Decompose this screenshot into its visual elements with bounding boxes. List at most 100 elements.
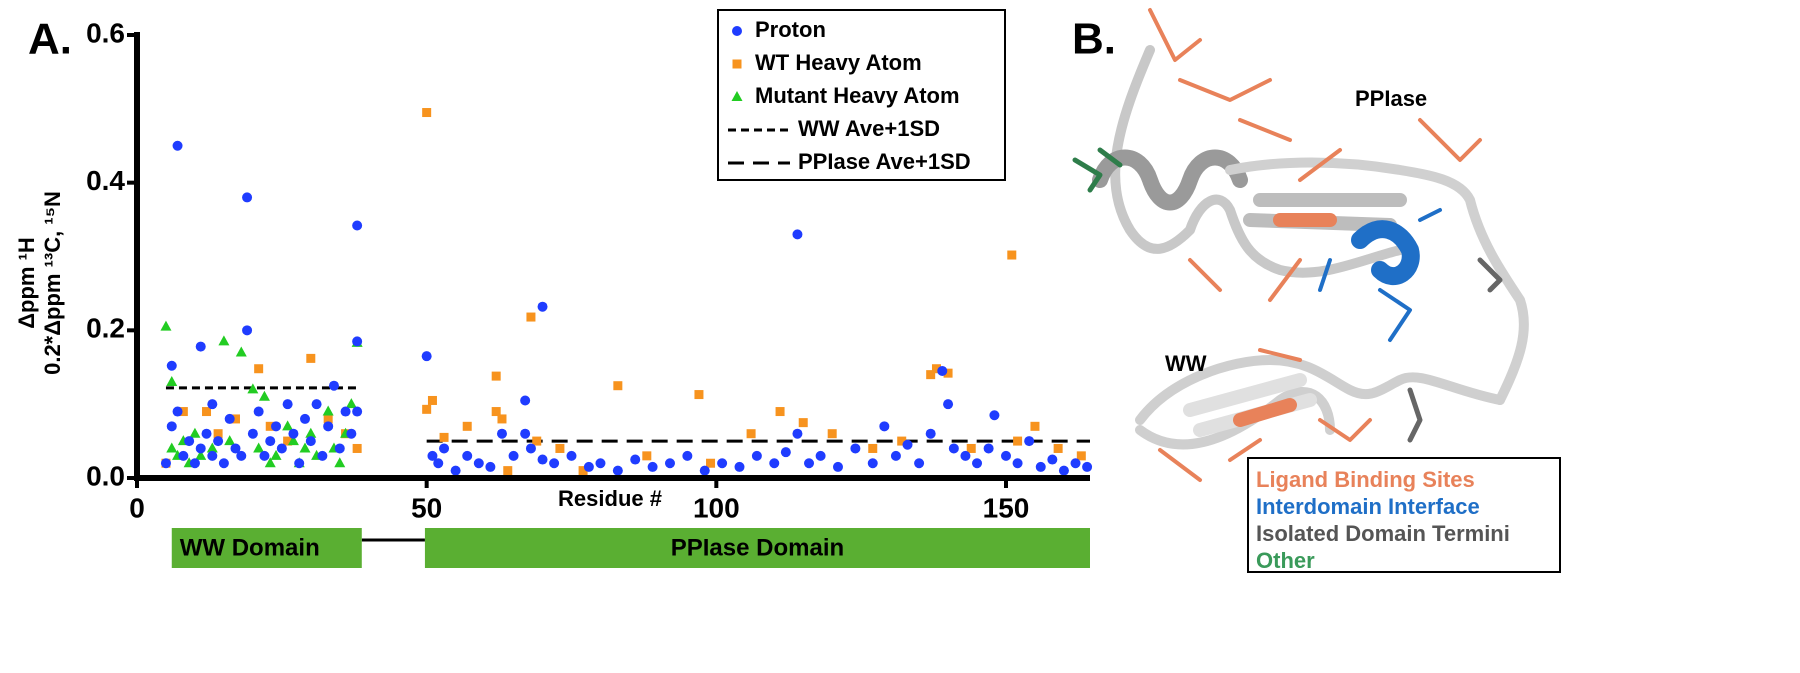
- domain-bar: [424, 528, 1090, 568]
- point: [926, 370, 936, 380]
- point: [983, 443, 994, 454]
- point: [1076, 451, 1086, 461]
- point: [1058, 465, 1069, 476]
- point: [247, 428, 258, 439]
- point: [184, 436, 195, 447]
- point: [925, 428, 936, 439]
- point: [311, 399, 322, 410]
- legend-label: Proton: [755, 17, 826, 42]
- point: [202, 407, 212, 417]
- point: [583, 461, 594, 472]
- point: [647, 461, 658, 472]
- point: [213, 429, 223, 439]
- point: [890, 450, 901, 461]
- point: [555, 443, 565, 453]
- point: [433, 458, 444, 469]
- point: [439, 432, 449, 442]
- y-tick-label: 0.0: [86, 460, 125, 491]
- point: [334, 443, 345, 454]
- helix: [1351, 220, 1420, 285]
- point: [323, 421, 334, 432]
- point: [937, 365, 948, 376]
- point: [473, 458, 484, 469]
- y-axis-label: Δppm ¹H: [14, 237, 39, 329]
- point: [323, 414, 333, 424]
- point: [207, 399, 218, 410]
- legend-label: PPIase Ave+1SD: [798, 149, 971, 174]
- point: [491, 371, 501, 381]
- point: [1013, 436, 1023, 446]
- sheet: [1233, 398, 1297, 427]
- point: [287, 435, 299, 446]
- side-chain: [1318, 208, 1442, 342]
- point: [328, 380, 339, 391]
- point: [421, 351, 432, 362]
- point: [247, 383, 259, 394]
- point: [549, 458, 560, 469]
- point: [254, 364, 264, 374]
- point: [532, 436, 542, 446]
- point: [282, 399, 293, 410]
- point: [1047, 454, 1058, 465]
- point: [242, 192, 253, 203]
- point: [595, 458, 606, 469]
- point: [264, 457, 276, 468]
- side-chain: [1148, 8, 1482, 482]
- y-tick-label: 0.4: [86, 165, 125, 196]
- legend-label: WT Heavy Atom: [755, 50, 922, 75]
- y-tick-label: 0.6: [86, 17, 125, 48]
- point: [195, 449, 207, 460]
- y-axis-label: 0.2*Δppm ¹³C, ¹⁵N: [40, 191, 65, 375]
- point: [879, 421, 890, 432]
- point: [288, 428, 299, 439]
- x-axis-label: Residue #: [558, 486, 662, 511]
- point: [943, 368, 953, 378]
- point: [352, 443, 362, 453]
- point: [462, 421, 472, 431]
- point: [1070, 458, 1081, 469]
- point: [1030, 421, 1040, 431]
- x-tick-label: 0: [129, 492, 145, 523]
- point: [352, 220, 363, 231]
- point: [213, 436, 224, 447]
- point: [258, 390, 270, 401]
- legend-label: WW Ave+1SD: [798, 116, 940, 141]
- point: [694, 390, 704, 400]
- point: [497, 414, 507, 424]
- helix: [1092, 149, 1248, 211]
- point: [270, 449, 282, 460]
- point: [1007, 250, 1017, 260]
- domain-label: WW Domain: [180, 534, 320, 561]
- point: [427, 450, 438, 461]
- point: [902, 439, 913, 450]
- point: [439, 443, 450, 454]
- point: [706, 458, 716, 468]
- point: [427, 395, 437, 405]
- point: [265, 421, 275, 431]
- point: [305, 436, 316, 447]
- point: [630, 454, 641, 465]
- point: [1012, 458, 1023, 469]
- point: [345, 398, 357, 409]
- ribbon: [1110, 45, 1405, 278]
- point: [299, 442, 311, 453]
- point: [265, 436, 276, 447]
- point: [798, 418, 808, 428]
- point: [166, 376, 178, 387]
- point: [259, 450, 270, 461]
- point: [306, 353, 316, 363]
- point: [166, 360, 177, 371]
- structure-legend-box: [1247, 457, 1561, 573]
- point: [230, 443, 241, 454]
- point: [282, 420, 294, 431]
- point: [201, 428, 212, 439]
- point: [526, 312, 536, 322]
- point: [897, 436, 907, 446]
- point: [235, 346, 247, 357]
- side-chain: [1072, 147, 1123, 193]
- panel-label: A.: [28, 15, 72, 64]
- point: [508, 450, 519, 461]
- point: [1000, 450, 1011, 461]
- x-tick-label: 100: [693, 492, 740, 523]
- legend-box: [717, 9, 1006, 181]
